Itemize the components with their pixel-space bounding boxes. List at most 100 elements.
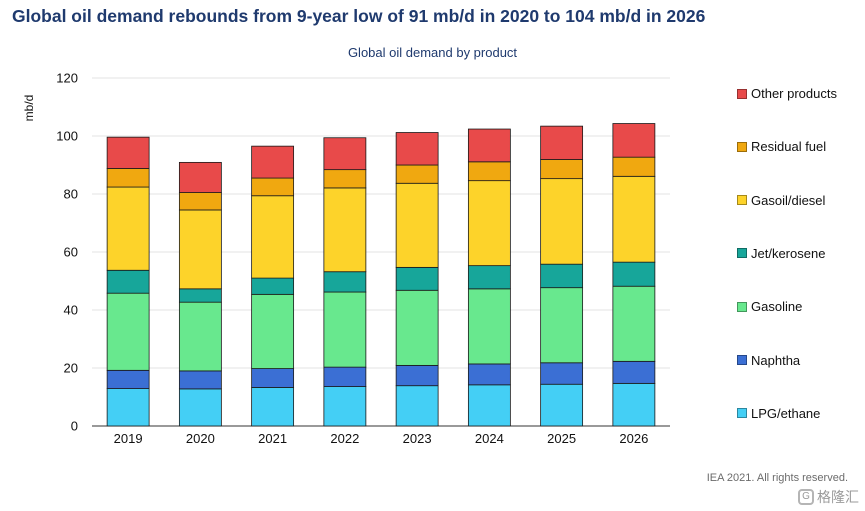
bar-segment [612, 382, 656, 427]
x-tick-label: 2026 [619, 431, 648, 446]
y-tick-label: 100 [56, 129, 78, 144]
legend-item: LPG/ethane [737, 406, 820, 421]
bar-segment [395, 385, 439, 427]
bar-segment [323, 386, 367, 427]
legend-item: Other products [737, 86, 837, 101]
bar-segment [178, 388, 222, 427]
bar-segment [323, 169, 367, 189]
legend-swatch [737, 301, 747, 312]
y-tick-label: 20 [64, 361, 78, 376]
bar-segment [467, 128, 511, 163]
x-tick-label: 2023 [403, 431, 432, 446]
legend-swatch [737, 141, 747, 152]
bar-segment [540, 383, 584, 427]
bar-segment [467, 265, 511, 290]
legend-label: Jet/kerosene [751, 245, 826, 261]
bar-segment [467, 384, 511, 427]
bar-segment [395, 266, 439, 291]
legend-label: LPG/ethane [751, 405, 821, 421]
bar-segment [612, 360, 656, 384]
bar-segment [178, 301, 222, 372]
bar-segment [251, 387, 295, 427]
bar-segment [178, 192, 222, 211]
legend-swatch [737, 88, 747, 99]
bar-segment [612, 175, 656, 263]
bar-segment [251, 145, 295, 179]
bar-segment [106, 369, 150, 389]
bar-segment [106, 388, 150, 427]
bar-segment [178, 288, 222, 303]
bar-segment [395, 132, 439, 166]
bar-segment [612, 156, 656, 177]
chart-subtitle: Global oil demand by product [347, 45, 518, 60]
bar-segment [395, 289, 439, 366]
bar-segment [106, 292, 150, 371]
bar-segment [540, 362, 584, 385]
y-tick-label: 0 [71, 419, 78, 434]
bar-segment [106, 186, 150, 271]
bar-segment [323, 137, 367, 171]
bar-segment [540, 263, 584, 289]
bar-segment [178, 209, 222, 290]
chart-title: Global oil demand rebounds from 9-year l… [12, 6, 706, 26]
legend-swatch [737, 408, 747, 419]
y-tick-label: 120 [56, 71, 78, 86]
bar-segment [395, 182, 439, 268]
bar-segment [540, 159, 584, 180]
bar-segment [323, 366, 367, 387]
bar-segment [467, 161, 511, 182]
legend-swatch [737, 355, 747, 365]
bar-segment [323, 291, 367, 368]
bar-segment [106, 269, 150, 294]
bar-segment [323, 271, 367, 293]
x-tick-label: 2021 [258, 431, 287, 446]
bar-segment [540, 178, 584, 265]
gelonghui-logo-icon: G [798, 489, 814, 505]
bar-segment [178, 161, 222, 193]
bar-segment [540, 125, 584, 160]
legend-item: Gasoline [737, 299, 802, 314]
bar-segment [251, 293, 295, 369]
bar-segment [106, 168, 150, 188]
y-axis-label: mb/d [22, 95, 36, 122]
bar-segment [612, 261, 656, 287]
bar-segment [467, 288, 511, 365]
legend-label: Other products [751, 86, 837, 101]
copyright-footer: IEA 2021. All rights reserved. [706, 472, 848, 484]
legend-label: Naphtha [751, 352, 801, 368]
y-tick-label: 60 [64, 245, 78, 260]
x-tick-label: 2022 [330, 431, 359, 446]
watermark: G 格隆汇 [798, 487, 859, 507]
legend-item: Gasoil/diesel [737, 193, 825, 208]
legend-item: Residual fuel [737, 139, 826, 154]
bar-segment [612, 285, 656, 362]
bar-segment [323, 187, 367, 273]
x-tick-label: 2019 [114, 431, 143, 446]
y-tick-label: 80 [64, 187, 78, 202]
watermark-text: 格隆汇 [817, 489, 859, 505]
bar-segment [395, 364, 439, 387]
legend-label: Gasoline [751, 299, 803, 315]
bar-segment [251, 195, 295, 279]
bar-segment [251, 368, 295, 388]
x-tick-label: 2024 [475, 431, 504, 446]
legend-item: Jet/kerosene [737, 246, 825, 261]
bar-segment [251, 177, 295, 197]
legend-item: Naphtha [737, 353, 800, 368]
legend-label: Gasoil/diesel [751, 192, 826, 208]
y-tick-label: 40 [64, 303, 78, 318]
bar-segment [395, 164, 439, 184]
legend-label: Residual fuel [751, 139, 827, 155]
bar-segment [467, 180, 511, 267]
x-tick-label: 2025 [547, 431, 576, 446]
bar-segment [106, 136, 150, 169]
bar-segment [467, 363, 511, 386]
x-tick-label: 2020 [186, 431, 215, 446]
bar-segment [540, 287, 584, 364]
legend-swatch [737, 195, 747, 206]
bar-segment [612, 123, 656, 158]
legend-swatch [737, 248, 747, 259]
bar-segment [251, 277, 295, 295]
bar-segment [178, 370, 222, 390]
